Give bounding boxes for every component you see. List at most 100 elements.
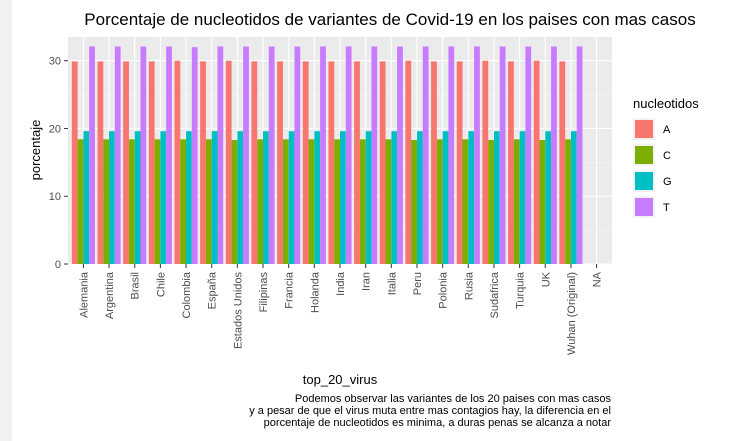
bar-T xyxy=(448,46,455,264)
bar-T xyxy=(166,46,172,264)
x-tick-label: NA xyxy=(592,271,604,287)
bar-A xyxy=(559,61,566,265)
bar-G xyxy=(288,131,295,264)
y-axis: 0 10 20 30 xyxy=(49,56,68,271)
bar-C xyxy=(385,139,392,264)
legend-label-G: G xyxy=(663,176,672,188)
caption-line: y a pesar de que el virus muta entre mas… xyxy=(249,405,611,417)
bar-A xyxy=(277,61,283,265)
x-tick-label: Chile xyxy=(155,272,167,297)
bar-G xyxy=(416,131,423,264)
bar-A xyxy=(123,61,129,265)
legend-key-T xyxy=(635,198,653,216)
bar-A xyxy=(482,60,489,265)
bar-T xyxy=(576,46,583,264)
bar-G xyxy=(545,131,552,264)
x-tick-label: Turquia xyxy=(515,271,527,309)
x-tick-label: India xyxy=(335,271,347,296)
x-tick-label: UK xyxy=(540,271,552,287)
bar-A xyxy=(71,61,78,265)
legend-key-C xyxy=(635,146,653,164)
bar-T xyxy=(345,46,352,264)
bar-C xyxy=(565,139,571,264)
bar-G xyxy=(83,131,90,264)
bar-T xyxy=(320,46,326,264)
bar-C xyxy=(77,139,84,264)
legend-key-G xyxy=(635,172,653,190)
y-tick-label: 0 xyxy=(55,259,61,271)
y-axis-title: porcentaje xyxy=(28,120,43,181)
bar-A xyxy=(200,61,206,265)
bar-G xyxy=(468,131,475,264)
bar-G xyxy=(365,131,372,264)
x-axis: Alemania Argentina Brasil Chile Colombia Espa… xyxy=(78,264,604,355)
legend: A C G T xyxy=(633,118,672,218)
bar-A xyxy=(97,61,104,265)
legend-key-A xyxy=(635,120,653,138)
y-tick-label: 20 xyxy=(49,123,61,135)
legend-label-T: T xyxy=(663,202,670,214)
x-tick-label: Colombia xyxy=(181,271,193,318)
bar-G xyxy=(263,131,269,264)
bar-A xyxy=(251,61,258,265)
bar-A xyxy=(148,61,155,265)
x-tick-label: Wuhan (Original) xyxy=(566,272,578,355)
x-tick-label: Iran xyxy=(361,272,373,291)
bar-A xyxy=(302,61,309,265)
x-tick-label: Filipinas xyxy=(258,272,270,313)
x-tick-label: Brasil xyxy=(130,272,142,300)
bar-G xyxy=(314,131,321,264)
bar-C xyxy=(282,139,289,264)
bar-A xyxy=(328,61,335,265)
bar-C xyxy=(436,139,443,264)
bar-C xyxy=(257,139,264,264)
bar-G xyxy=(340,131,346,264)
x-tick-label: Holanda xyxy=(309,271,321,313)
bar-A xyxy=(354,61,360,265)
bar-A xyxy=(508,61,514,265)
bar-G xyxy=(442,131,449,264)
bar-T xyxy=(551,46,557,264)
caption-line: porcentaje de nucleotidos es minima, a d… xyxy=(264,417,612,429)
bar-C xyxy=(231,139,238,264)
x-tick-label: Italia xyxy=(386,271,398,295)
y-tick-label: 10 xyxy=(49,191,61,203)
bar-C xyxy=(334,139,340,264)
bar-T xyxy=(243,46,249,264)
bar-T xyxy=(89,46,95,264)
bar-C xyxy=(308,139,315,264)
bar-G xyxy=(237,131,244,264)
bar-A xyxy=(174,60,181,265)
bar-C xyxy=(128,139,135,264)
bar-G xyxy=(570,131,577,264)
legend-label-A: A xyxy=(663,124,671,136)
y-tick-label: 30 xyxy=(49,56,61,68)
bar-T xyxy=(397,46,403,264)
x-tick-label: Estados Unidos xyxy=(232,272,244,350)
bar-A xyxy=(379,61,386,265)
bar-T xyxy=(191,47,198,264)
bar-G xyxy=(493,131,500,264)
caption: Podemos observar las variantes de los 20… xyxy=(249,393,611,429)
bar-C xyxy=(539,139,546,264)
bar-T xyxy=(371,46,378,264)
bar-T xyxy=(294,46,301,264)
caption-line: Podemos observar las variantes de los 20… xyxy=(295,393,612,405)
bar-C xyxy=(103,139,110,264)
bar-A xyxy=(225,60,232,265)
bar-C xyxy=(154,139,161,264)
bar-T xyxy=(422,46,429,264)
bar-C xyxy=(205,139,212,264)
bar-C xyxy=(462,139,469,264)
bar-A xyxy=(405,60,412,265)
bar-C xyxy=(180,139,187,264)
bar-C xyxy=(488,139,494,264)
bar-A xyxy=(533,60,540,265)
bar-G xyxy=(519,131,526,264)
bar-T xyxy=(114,46,121,264)
bar-G xyxy=(211,131,218,264)
bar-G xyxy=(160,131,167,264)
x-tick-label: Francia xyxy=(284,271,296,309)
bar-T xyxy=(525,46,532,264)
bar-A xyxy=(456,61,463,265)
